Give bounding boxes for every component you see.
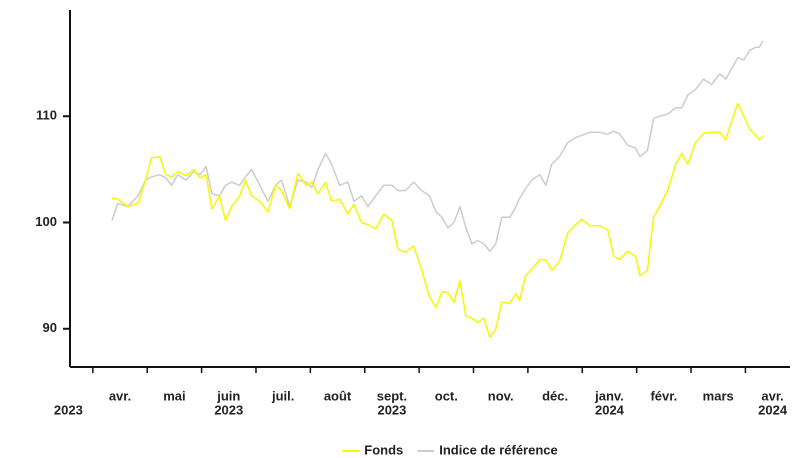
legend-label: Fonds — [364, 442, 403, 457]
x-tick-label: mars — [703, 388, 734, 403]
legend-label: Indice de référence — [439, 442, 558, 457]
y-tick-label: 100 — [35, 214, 57, 229]
x-year-label: 2023 — [377, 402, 406, 417]
x-tick-label: juin — [216, 388, 240, 403]
x-tick-label: janv. — [594, 388, 624, 403]
series-line — [111, 102, 764, 339]
x-tick-label: avr. — [761, 388, 783, 403]
x-tick-label: déc. — [542, 388, 568, 403]
x-year-label: 2023 — [214, 402, 243, 417]
series-line — [111, 40, 764, 252]
x-year-label: 2024 — [758, 402, 788, 417]
x-tick-label: nov. — [488, 388, 514, 403]
x-tick-label: oct. — [435, 388, 458, 403]
x-tick-label: août — [324, 388, 352, 403]
x-tick-label: juil. — [271, 388, 294, 403]
x-tick-label: avr. — [109, 388, 131, 403]
x-year-label: 2023 — [54, 402, 83, 417]
x-tick-label: mai — [163, 388, 185, 403]
x-tick-label: févr. — [650, 388, 677, 403]
y-tick-label: 110 — [36, 108, 57, 123]
x-year-label: 2024 — [595, 402, 625, 417]
x-tick-label: sept. — [377, 388, 407, 403]
y-tick-label: 90 — [43, 320, 57, 335]
